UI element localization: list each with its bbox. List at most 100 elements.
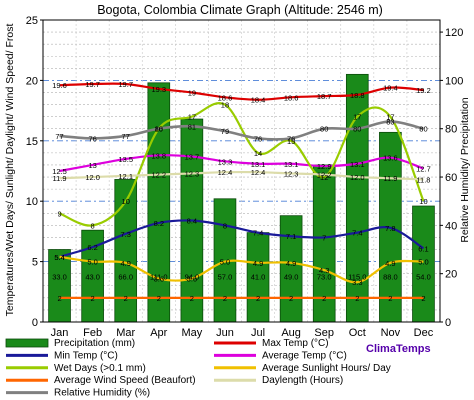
series-value-label: 80 [320, 125, 328, 134]
series-value-label: 19 [188, 88, 196, 97]
series-value-label: 8.2 [154, 219, 164, 228]
chart-title: Bogota, Colombia Climate Graph (Altitude… [97, 3, 383, 17]
series-value-label: 11.9 [53, 174, 67, 183]
series-value-label: 15 [287, 137, 295, 146]
series-line [59, 170, 424, 181]
precipitation-value-label: 33.0 [52, 273, 67, 282]
series-value-label: 12.5 [52, 167, 67, 176]
legend-entry-label: Max Temp (°C) [262, 338, 329, 349]
series-value-label: 76 [88, 134, 96, 143]
series-lines [59, 82, 425, 299]
series-value-label: 76 [254, 134, 262, 143]
series-value-label: 3.6 [154, 275, 164, 284]
series-line [59, 120, 424, 141]
series-value-label: 80 [353, 125, 361, 134]
series-value-label: 9 [57, 209, 61, 218]
series-value-label: 19.6 [52, 81, 67, 90]
precipitation-bars [48, 73, 435, 323]
x-tick-label: Aug [281, 327, 301, 339]
y2-tick-label: 60 [445, 172, 457, 184]
data-labels: 33.0 43.0 66.0 111.0 94.0 57.0 41.0 49.0 73.0 115… [52, 80, 431, 303]
series-value-label: 19.3 [151, 85, 166, 94]
precipitation-value-label: 94.0 [185, 273, 200, 282]
series-value-label: 6.2 [87, 243, 97, 252]
y2-tick-label: 100 [445, 75, 463, 87]
series-line [59, 255, 424, 284]
series-value-label: 2 [124, 294, 128, 303]
series-value-label: 2 [421, 294, 425, 303]
series-line [59, 219, 425, 258]
precipitation-value-label: 115.0 [348, 273, 366, 282]
series-value-label: 80 [419, 125, 427, 134]
series-value-label: 17 [188, 113, 196, 122]
series-value-label: 11.9 [383, 174, 397, 183]
series-value-label: 6.1 [418, 244, 428, 253]
x-tick-label: Nov [381, 327, 401, 339]
series-value-label: 13.6 [383, 154, 398, 163]
series-value-label: 7.4 [352, 229, 362, 238]
series-value-label: 5.0 [418, 258, 428, 267]
series-value-label: 4.9 [286, 259, 296, 268]
series-value-label: 2 [57, 294, 61, 303]
series-value-label: 5.0 [87, 258, 97, 267]
series-value-label: 12.9 [317, 162, 332, 171]
series-value-label: 19.2 [416, 86, 431, 95]
series-value-label: 13.5 [118, 155, 133, 164]
series-value-label: 2 [91, 294, 95, 303]
precipitation-value-label: 43.0 [85, 273, 100, 282]
series-value-label: 18 [221, 101, 229, 110]
series-value-label: 7 [322, 233, 326, 242]
series-value-label: 2 [322, 294, 326, 303]
series-value-label: 12.1 [118, 172, 133, 181]
axes: 0 5 10 15 20 25 0 20 40 60 80 100 120 Jan Feb Mar Apr May… [26, 15, 464, 339]
y-axis-label: Temperatures/Wet Days/ Sunlight/ Dayligh… [4, 24, 16, 317]
series-value-label: 2 [190, 294, 194, 303]
series-value-label: 8.4 [187, 217, 197, 226]
series-value-label: 18.6 [284, 93, 299, 102]
series-value-label: 18.7 [317, 92, 332, 101]
series-value-label: 7.8 [385, 224, 395, 233]
series-value-label: 16 [155, 125, 163, 134]
precipitation-value-label: 66.0 [118, 273, 133, 282]
series-value-label: 12 [320, 173, 328, 182]
x-tick-label: Jul [251, 327, 265, 339]
series-value-label: 3.3 [352, 278, 362, 287]
precipitation-value-label: 57.0 [218, 273, 233, 282]
series-value-label: 7.1 [286, 232, 296, 241]
x-tick-label: Sep [314, 327, 334, 339]
y-tick-label: 15 [26, 136, 38, 148]
series-value-label: 13.1 [251, 160, 266, 169]
series-value-label: 2 [256, 294, 260, 303]
precipitation-value-label: 88.0 [383, 273, 398, 282]
legend-entry-label: Wet Days (>0.1 mm) [54, 363, 146, 374]
y2-axis-label: Relative Humidity/ Precipitation [459, 97, 471, 242]
x-tick-label: Oct [349, 327, 366, 339]
series-value-label: 2 [223, 294, 227, 303]
legend-entry-label: Average Sunlight Hours/ Day [262, 363, 391, 374]
legend-entry-label: Average Temp (°C) [262, 350, 347, 361]
series-value-label: 7.3 [120, 230, 130, 239]
plot-frame [42, 19, 441, 323]
series-value-label: 18.6 [218, 93, 233, 102]
y-tick-label: 0 [32, 317, 38, 329]
series-value-label: 4.3 [319, 266, 329, 275]
precipitation-value-label: 41.0 [251, 273, 266, 282]
series-value-label: 10 [122, 197, 130, 206]
series-value-label: 12.4 [251, 168, 266, 177]
series-value-label: 2 [289, 294, 293, 303]
series-value-label: 4.9 [253, 259, 263, 268]
precipitation-value-label: 49.0 [284, 273, 299, 282]
y2-tick-label: 80 [445, 124, 457, 136]
series-value-label: 19.7 [118, 80, 133, 89]
x-tick-label: Feb [83, 327, 102, 339]
series-value-label: 13.1 [284, 160, 299, 169]
y-tick-label: 20 [26, 75, 38, 87]
precipitation-bar [147, 82, 171, 323]
legend: Precipitation (mm) Max Temp (°C) Min Temp … [5, 338, 391, 399]
y-tick-label: 5 [32, 257, 38, 269]
series-value-label: 3.6 [187, 275, 197, 284]
y2-tick-label: 40 [445, 220, 457, 232]
series-value-label: 13.7 [185, 153, 200, 162]
series-value-label: 13.8 [151, 151, 166, 160]
series-value-label: 5.4 [54, 253, 64, 262]
